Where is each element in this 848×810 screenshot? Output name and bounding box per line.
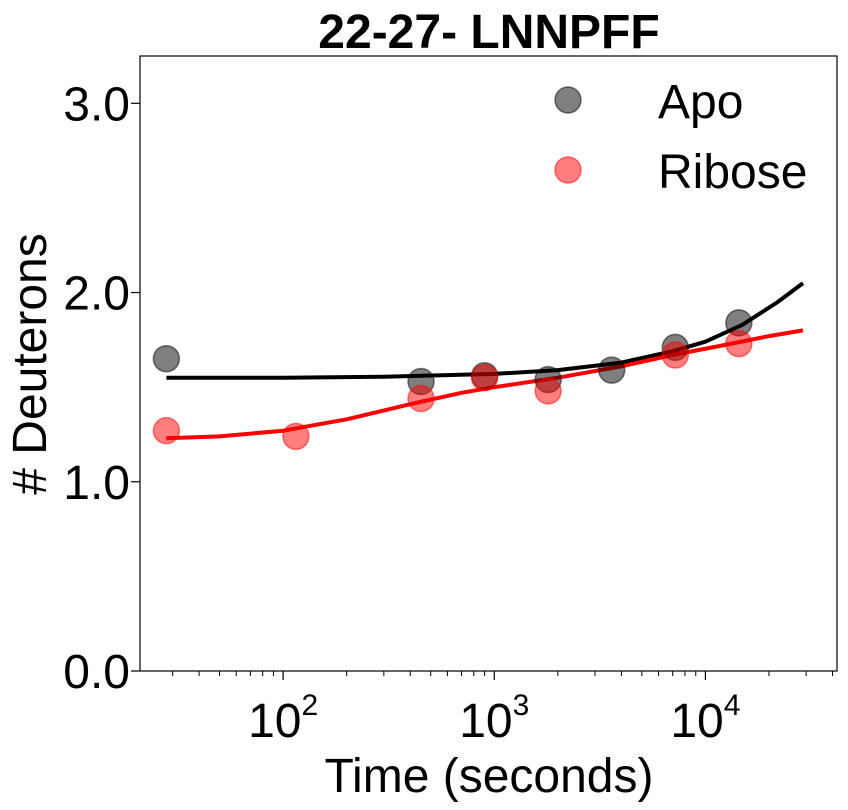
x-tick-exponent: 2 — [301, 689, 318, 722]
point-ribose — [661, 341, 690, 369]
point-ribose — [534, 377, 562, 405]
legend-label-apo: Apo — [658, 76, 743, 129]
legend: Apo Ribose — [554, 76, 807, 199]
x-tick-exponent: 3 — [513, 689, 530, 722]
data-points — [152, 309, 753, 451]
y-axis-ticks: 0.0 1.0 2.0 3.0 — [63, 78, 140, 699]
x-tick-exponent: 4 — [724, 689, 741, 722]
point-ribose — [725, 329, 753, 358]
x-tick-label: 102 — [248, 689, 318, 748]
fit-lines — [166, 281, 805, 441]
x-axis-label: Time (seconds) — [325, 750, 654, 803]
point-apo — [152, 345, 181, 373]
y-axis-label: # Deuterons — [4, 233, 57, 495]
x-tick-base: 10 — [670, 695, 723, 748]
y-tick-label: 0.0 — [63, 646, 130, 699]
point-ribose — [470, 363, 499, 392]
point-ribose — [407, 384, 435, 413]
x-tick-label: 103 — [459, 689, 529, 748]
chart-title: 22-27- LNNPFF — [318, 6, 659, 59]
legend-label-ribose: Ribose — [658, 146, 807, 199]
y-tick-label: 3.0 — [63, 78, 130, 131]
y-tick-label: 2.0 — [63, 268, 130, 321]
x-tick-label: 104 — [670, 689, 740, 748]
x-axis-ticks: 102 103 104 — [172, 671, 834, 748]
y-tick-label: 1.0 — [63, 457, 130, 510]
legend-marker-ribose — [554, 156, 582, 184]
point-apo — [597, 356, 626, 384]
point-ribose — [152, 416, 181, 445]
legend-marker-apo — [554, 86, 582, 114]
x-tick-base: 10 — [248, 695, 301, 748]
point-ribose — [282, 422, 310, 451]
x-tick-base: 10 — [459, 695, 512, 748]
plot-frame — [139, 55, 838, 672]
